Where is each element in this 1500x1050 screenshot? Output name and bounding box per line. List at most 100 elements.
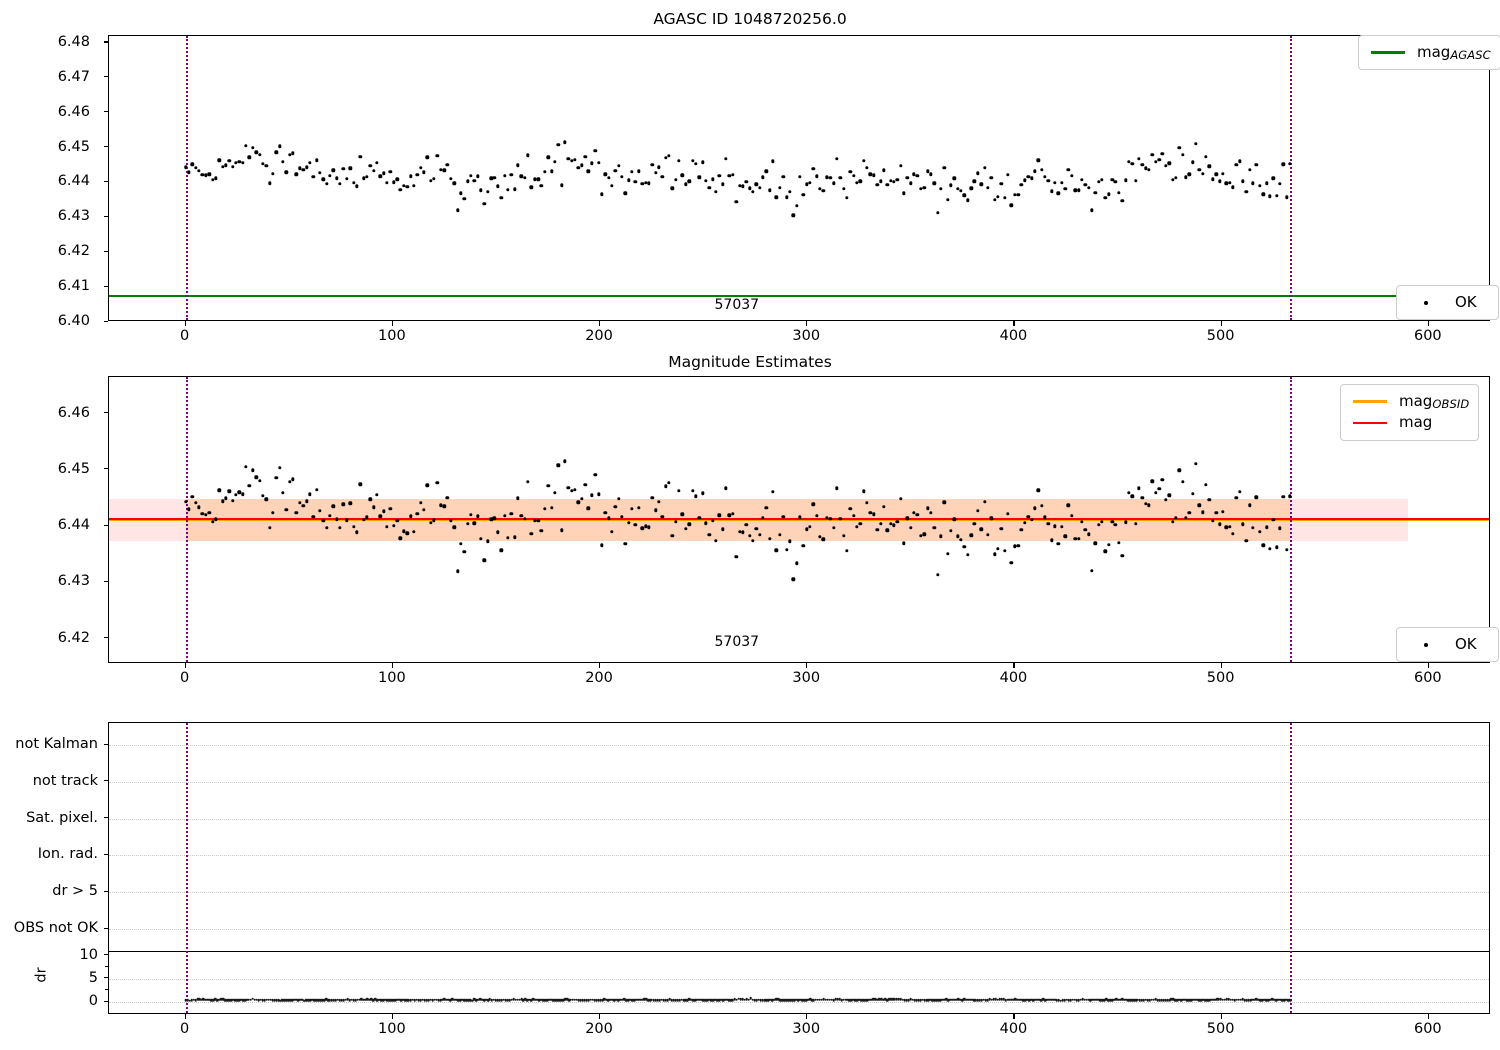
dr-point: [921, 998, 924, 1001]
data-point: [1066, 167, 1071, 172]
dr-point: [1071, 998, 1074, 1001]
dr-point: [978, 998, 982, 1002]
data-point: [533, 177, 537, 181]
data-point: [566, 157, 571, 161]
data-point: [1060, 181, 1064, 185]
data-point: [697, 516, 701, 520]
data-point: [885, 528, 889, 532]
data-point: [660, 175, 665, 179]
data-point: [684, 527, 688, 531]
dr-point: [1126, 998, 1130, 1002]
data-point: [281, 160, 285, 164]
dr-point: [470, 999, 474, 1002]
data-point: [959, 537, 963, 542]
panel2-legend[interactable]: magOBSID mag: [1340, 384, 1480, 441]
dr-point: [903, 998, 907, 1002]
dr-point: [1120, 998, 1124, 1001]
data-point: [1056, 541, 1061, 546]
data-point: [489, 517, 493, 522]
data-point: [388, 170, 393, 174]
obsid-annotation: 57037: [714, 297, 760, 314]
dr-point: [188, 999, 191, 1003]
data-point: [882, 504, 886, 509]
data-point: [200, 512, 205, 516]
x-tick-mark: [391, 663, 393, 668]
dr-point: [443, 998, 446, 1001]
dr-point: [415, 998, 419, 1001]
dr-point: [937, 998, 940, 1002]
data-point: [204, 173, 208, 178]
dr-point: [974, 998, 978, 1002]
data-point: [385, 181, 389, 185]
dr-point: [435, 998, 438, 1002]
data-point: [1258, 530, 1262, 534]
dr-point: [923, 998, 926, 1002]
dr-point: [563, 998, 567, 1001]
dr-point: [253, 998, 257, 1001]
data-point: [452, 525, 456, 530]
data-point: [912, 511, 916, 515]
dr-point: [206, 998, 209, 1002]
data-point: [670, 186, 675, 191]
data-point: [747, 534, 752, 538]
data-point: [1154, 491, 1158, 495]
dr-point: [676, 999, 679, 1002]
data-point: [1083, 528, 1087, 532]
data-point: [694, 162, 698, 166]
data-point: [543, 506, 547, 511]
dr-point: [731, 999, 735, 1002]
data-point: [301, 504, 305, 508]
data-point: [1221, 171, 1225, 176]
dr-tick-mark: [103, 1000, 108, 1002]
dr-point: [1033, 998, 1037, 1001]
dr-point: [1103, 998, 1106, 1002]
dr-point: [1128, 998, 1132, 1002]
data-point: [1234, 163, 1238, 167]
data-point: [361, 517, 366, 522]
data-point: [382, 171, 386, 175]
dr-point: [1018, 998, 1021, 1002]
data-point: [559, 528, 564, 533]
data-point: [408, 514, 413, 519]
data-point: [1174, 516, 1178, 520]
dr-point: [482, 998, 486, 1002]
data-point: [848, 170, 852, 174]
data-point: [1080, 178, 1084, 182]
data-point: [526, 153, 530, 157]
data-point: [888, 179, 893, 183]
data-point: [522, 176, 527, 180]
y-tick-label: 6.43: [57, 573, 90, 590]
data-point: [677, 158, 681, 163]
dr-point: [1023, 998, 1027, 1002]
dr-point: [672, 998, 675, 1002]
data-point: [455, 208, 460, 213]
panel2-legend-ok[interactable]: OK: [1396, 627, 1499, 663]
dr-point: [1231, 998, 1235, 1001]
dr-point: [707, 998, 711, 1002]
dr-point: [617, 999, 620, 1002]
dr-point: [1132, 999, 1136, 1002]
data-point: [1110, 520, 1114, 524]
dr-point: [583, 998, 587, 1002]
dr-point: [257, 998, 261, 1002]
data-point: [1130, 162, 1134, 166]
dr-point: [1116, 998, 1120, 1001]
data-point: [637, 169, 641, 173]
flag-label: OBS not OK: [13, 920, 98, 936]
data-point: [224, 496, 228, 500]
data-point: [341, 502, 346, 507]
data-point: [697, 175, 701, 180]
data-point: [509, 512, 513, 516]
dr-point: [595, 999, 598, 1002]
data-point: [284, 170, 289, 175]
panel1-legend-ok[interactable]: OK: [1396, 285, 1499, 321]
dr-point: [824, 998, 828, 1001]
dr-point: [237, 998, 241, 1002]
data-point: [680, 512, 685, 517]
dr-tick-mark: [103, 954, 108, 956]
panel1-legend[interactable]: magAGASC: [1358, 35, 1500, 71]
data-point: [643, 180, 648, 185]
data-point: [751, 539, 755, 543]
data-point: [348, 166, 352, 171]
x-tick-mark: [391, 321, 393, 326]
